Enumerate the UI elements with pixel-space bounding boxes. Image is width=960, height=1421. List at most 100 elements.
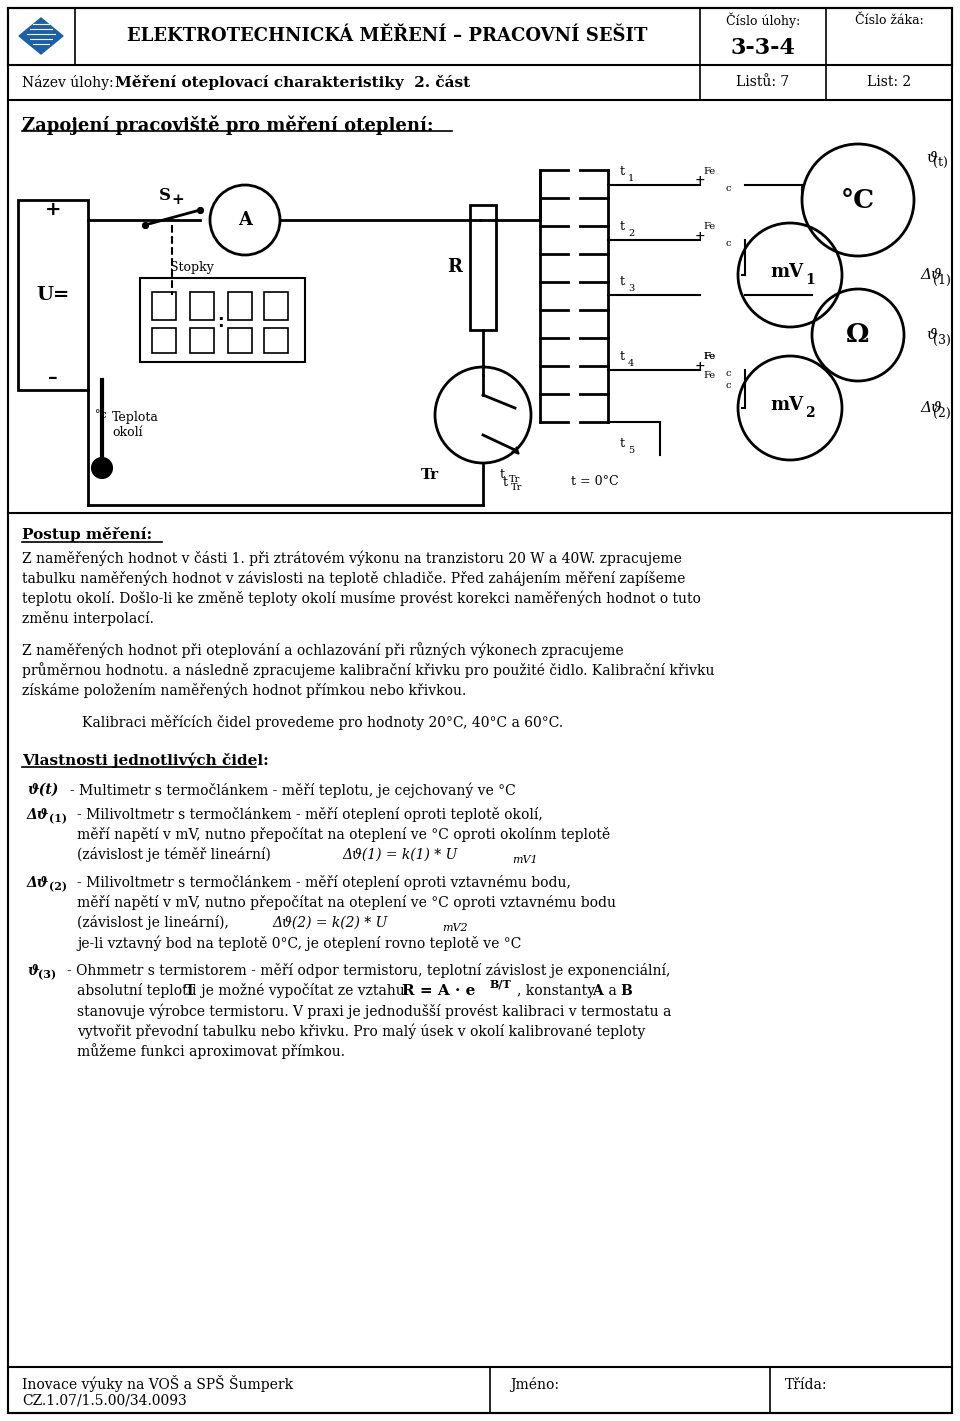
Text: c: c (725, 183, 731, 193)
Text: 5: 5 (628, 446, 635, 455)
Text: t: t (503, 476, 508, 489)
Text: mV2: mV2 (442, 924, 468, 934)
Polygon shape (19, 18, 63, 54)
Text: Δϑ: Δϑ (27, 875, 50, 890)
Bar (228, 291, 252, 320)
Text: absolutní teplotu: absolutní teplotu (77, 983, 201, 999)
Bar (264, 291, 288, 320)
Text: U=: U= (36, 286, 70, 304)
Text: - Multimetr s termočlánkem - měří teplotu, je cejchovaný ve °C: - Multimetr s termočlánkem - měří teplot… (70, 782, 516, 797)
Text: B/T: B/T (490, 979, 512, 989)
Text: t: t (620, 350, 625, 362)
Text: - Milivoltmetr s termočlánkem - měří oteplení oproti vztavnému bodu,: - Milivoltmetr s termočlánkem - měří ote… (77, 875, 571, 891)
Text: T: T (185, 983, 195, 998)
Text: mV: mV (771, 263, 804, 281)
Text: Ω: Ω (847, 323, 870, 348)
Bar (264, 328, 288, 352)
Text: změnu interpolací.: změnu interpolací. (22, 611, 154, 625)
Text: (1): (1) (49, 813, 67, 824)
Text: ϑ: ϑ (926, 151, 937, 165)
Text: Jméno:: Jméno: (510, 1377, 559, 1393)
Text: 3-3-4: 3-3-4 (731, 37, 796, 60)
Text: získáme položením naměřených hodnot přímkou nebo křivkou.: získáme položením naměřených hodnot přím… (22, 682, 467, 698)
Bar (470, 205, 496, 330)
Text: Číslo úlohy:: Číslo úlohy: (726, 13, 800, 28)
Text: A: A (238, 210, 252, 229)
Text: ϑ(t): ϑ(t) (27, 783, 59, 797)
Bar (140, 279, 305, 362)
Text: , konstanty: , konstanty (517, 983, 595, 998)
Text: A: A (592, 983, 603, 998)
Bar (18, 200, 88, 389)
Text: okolí: okolí (112, 425, 143, 439)
Text: můžeme funkci aproximovat přímkou.: můžeme funkci aproximovat přímkou. (77, 1043, 345, 1059)
Text: Δϑ: Δϑ (27, 809, 50, 821)
Text: Inovace výuky na VOŠ a SPŠ Šumperk: Inovace výuky na VOŠ a SPŠ Šumperk (22, 1374, 293, 1391)
Text: 4: 4 (628, 360, 635, 368)
Text: 1: 1 (805, 273, 815, 287)
Text: tabulku naměřených hodnot v závislosti na teplotě chladiče. Před zahájením měřen: tabulku naměřených hodnot v závislosti n… (22, 570, 685, 585)
Text: c: c (725, 239, 731, 249)
Bar (228, 328, 252, 352)
Text: t: t (500, 469, 505, 482)
Text: +: + (172, 193, 184, 207)
Text: Zapojení pracoviště pro měření oteplení:: Zapojení pracoviště pro měření oteplení: (22, 115, 434, 135)
Text: R: R (447, 259, 463, 276)
Text: +: + (45, 200, 61, 219)
Text: Z naměřených hodnot v části 1. při ztrátovém výkonu na tranzistoru 20 W a 40W. z: Z naměřených hodnot v části 1. při ztrát… (22, 550, 682, 566)
Text: měří napětí v mV, nutno přepočítat na oteplení ve °C oproti okolínm teplotě: měří napětí v mV, nutno přepočítat na ot… (77, 827, 611, 843)
Text: - Milivoltmetr s termočlánkem - měří oteplení oproti teplotě okolí,: - Milivoltmetr s termočlánkem - měří ote… (77, 807, 542, 823)
Text: mV1: mV1 (512, 855, 538, 865)
Text: c: c (725, 381, 731, 389)
Text: Název úlohy:: Název úlohy: (22, 74, 113, 90)
Text: a: a (604, 983, 616, 998)
Text: Třída:: Třída: (785, 1378, 828, 1393)
Text: Tr: Tr (509, 475, 520, 483)
Bar (152, 328, 176, 352)
Circle shape (92, 458, 112, 477)
Text: Fe: Fe (703, 222, 715, 232)
Text: Δϑ: Δϑ (920, 401, 942, 415)
Text: t = 0°C: t = 0°C (571, 475, 619, 487)
Text: (závislost je lineární),: (závislost je lineární), (77, 915, 228, 931)
Text: Číslo žáka:: Číslo žáka: (854, 14, 924, 27)
Bar (152, 291, 176, 320)
Text: R = A · e: R = A · e (402, 983, 475, 998)
Text: 1: 1 (628, 173, 635, 183)
Text: ELEKTROTECHNICKÁ MĚŘENÍ – PRACOVNÍ SEŠIT: ELEKTROTECHNICKÁ MĚŘENÍ – PRACOVNÍ SEŠIT (127, 27, 647, 45)
Text: S: S (159, 186, 171, 203)
Text: Fe: Fe (703, 352, 715, 361)
Text: (3): (3) (933, 334, 950, 347)
Text: Fe: Fe (703, 352, 715, 361)
Text: ϑ: ϑ (27, 963, 38, 978)
Text: t: t (620, 276, 625, 288)
Text: °C: °C (841, 188, 876, 213)
Text: Δϑ: Δϑ (920, 269, 942, 281)
Text: Δϑ(1) = k(1) * U: Δϑ(1) = k(1) * U (342, 848, 457, 863)
Text: 2: 2 (805, 406, 815, 421)
Text: t: t (620, 438, 625, 450)
Text: (1): (1) (933, 273, 950, 287)
Text: mV: mV (771, 396, 804, 414)
Text: teplotu okolí. Došlo-li ke změně teploty okolí musíme provést korekci naměřených: teplotu okolí. Došlo-li ke změně teploty… (22, 590, 701, 605)
Text: Postup měření:: Postup měření: (22, 527, 152, 543)
Text: :: : (217, 313, 224, 331)
Text: Vlastnosti jednotlivých čidel:: Vlastnosti jednotlivých čidel: (22, 752, 269, 767)
Text: 2: 2 (628, 229, 635, 237)
Text: t: t (620, 165, 625, 178)
Text: Listů: 7: Listů: 7 (736, 75, 790, 90)
Text: (3): (3) (38, 969, 56, 980)
Text: (t): (t) (933, 156, 948, 169)
Text: c: c (725, 369, 731, 378)
Text: Tr: Tr (420, 468, 439, 482)
Text: Fe: Fe (703, 168, 715, 176)
Text: °c: °c (95, 411, 107, 421)
Text: stanovuje výrobce termistoru. V praxi je jednodušší provést kalibraci v termosta: stanovuje výrobce termistoru. V praxi je… (77, 1003, 671, 1019)
Text: +: + (695, 360, 706, 372)
Text: měří napětí v mV, nutno přepočítat na oteplení ve °C oproti vztavnému bodu: měří napětí v mV, nutno přepočítat na ot… (77, 895, 616, 911)
Text: průměrnou hodnotu. a následně zpracujeme kalibrační křivku pro použité čidlo. Ka: průměrnou hodnotu. a následně zpracujeme… (22, 662, 714, 678)
Text: Fe: Fe (703, 371, 715, 379)
Text: B: B (620, 983, 632, 998)
Text: Stopky: Stopky (170, 261, 214, 274)
Text: –: – (48, 369, 58, 387)
